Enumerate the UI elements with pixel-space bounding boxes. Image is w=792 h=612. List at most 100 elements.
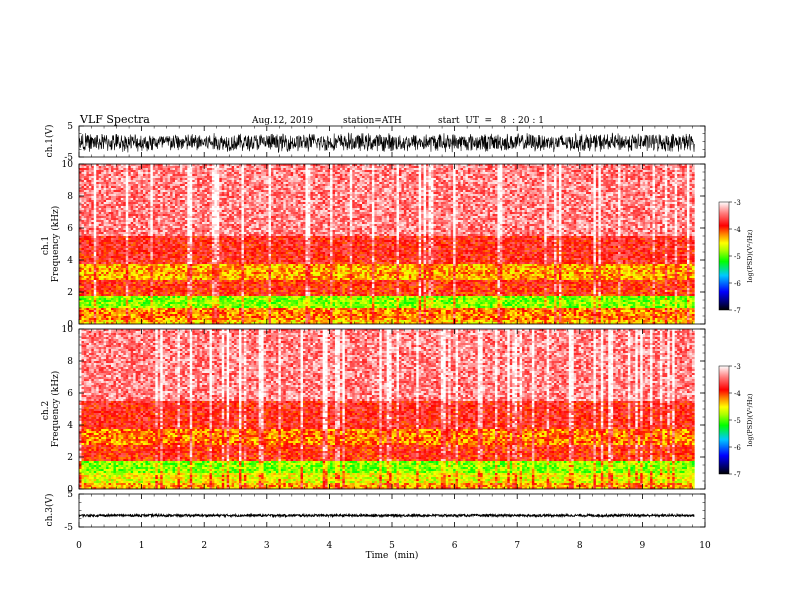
- spectrogram-cell: [150, 174, 153, 176]
- spectrogram-cell: [214, 186, 217, 188]
- spectrogram-cell: [456, 186, 459, 188]
- spectrogram-cell: [337, 198, 340, 200]
- spectrogram-cell: [431, 194, 434, 196]
- spectrogram-cell: [633, 178, 636, 180]
- spectrogram-cell: [106, 180, 109, 182]
- spectrogram-cell: [539, 202, 542, 204]
- spectrogram-cell: [473, 186, 476, 188]
- spectrogram-cell: [566, 176, 569, 178]
- spectrogram-cell: [261, 184, 264, 186]
- spectrogram-cell: [416, 186, 419, 188]
- spectrogram-cell: [557, 178, 560, 180]
- spectrogram-cell: [148, 174, 151, 176]
- spectrogram-cell: [675, 176, 678, 178]
- spectrogram-cell: [318, 176, 321, 178]
- spectrogram-cell: [389, 196, 392, 198]
- spectrogram-cell: [165, 196, 168, 198]
- spectrogram-cell: [584, 196, 587, 198]
- spectrogram-cell: [175, 192, 178, 194]
- spectrogram-cell: [340, 174, 343, 176]
- spectrogram-cell: [539, 176, 542, 178]
- spectrogram-cell: [611, 184, 614, 186]
- spectrogram-cell: [214, 196, 217, 198]
- spectrogram-cell: [520, 176, 523, 178]
- spectrogram-cell: [616, 200, 619, 202]
- spectrogram-cell: [606, 180, 609, 182]
- spectrogram-cell: [150, 194, 153, 196]
- spectrogram-cell: [79, 166, 82, 168]
- spectrogram-cell: [352, 188, 355, 190]
- spectrogram-cell: [468, 186, 471, 188]
- spectrogram-cell: [628, 196, 631, 198]
- spectrogram-cell: [662, 196, 665, 198]
- spectrogram-cell: [96, 170, 99, 172]
- spectrogram-cell: [205, 188, 208, 190]
- spectrogram-cell: [202, 200, 205, 202]
- spectrogram-cell: [488, 200, 491, 202]
- spectrogram-cell: [330, 184, 333, 186]
- spectrogram-cell: [438, 170, 441, 172]
- spectrogram-cell: [254, 178, 257, 180]
- spectrogram-cell: [276, 188, 279, 190]
- spectrogram-cell: [660, 174, 663, 176]
- spectrogram-cell: [554, 192, 557, 194]
- spectrogram-cell: [222, 186, 225, 188]
- spectrogram-cell: [212, 202, 215, 204]
- spectrogram-cell: [367, 200, 370, 202]
- spectrogram-cell: [618, 184, 621, 186]
- spectrogram-cell: [443, 170, 446, 172]
- spectrogram-cell: [249, 182, 252, 184]
- spectrogram-cell: [682, 190, 685, 192]
- spectrogram-cell: [630, 188, 633, 190]
- spectrogram-cell: [305, 176, 308, 178]
- spectrogram-cell: [672, 184, 675, 186]
- spectrogram-cell: [399, 198, 402, 200]
- spectrogram-cell: [591, 174, 594, 176]
- spectrogram-cell: [670, 168, 673, 170]
- spectrogram-cell: [488, 166, 491, 168]
- spectrogram-cell: [249, 202, 252, 204]
- spectrogram-cell: [372, 174, 375, 176]
- spectrogram-cell: [453, 172, 456, 174]
- spectrogram-cell: [458, 182, 461, 184]
- spectrogram-cell: [424, 184, 427, 186]
- spectrogram-cell: [399, 182, 402, 184]
- spectrogram-cell: [158, 186, 161, 188]
- spectrogram-cell: [118, 172, 121, 174]
- spectrogram-cell: [399, 176, 402, 178]
- spectrogram-cell: [109, 166, 112, 168]
- spectrogram-cell: [401, 182, 404, 184]
- spectrogram-cell: [557, 200, 560, 202]
- spectrogram-cell: [357, 172, 360, 174]
- spectrogram-cell: [261, 186, 264, 188]
- spectrogram-cell: [672, 186, 675, 188]
- spectrogram-cell: [269, 202, 272, 204]
- spectrogram-cell: [473, 180, 476, 182]
- spectrogram-cell: [197, 182, 200, 184]
- spectrogram-cell: [293, 190, 296, 192]
- spectrogram-cell: [522, 198, 525, 200]
- spectrogram-cell: [638, 180, 641, 182]
- spectrogram-cell: [131, 186, 134, 188]
- spectrogram-cell: [163, 182, 166, 184]
- spectrogram-cell: [308, 194, 311, 196]
- spectrogram-cell: [325, 188, 328, 190]
- spectrogram-cell: [205, 186, 208, 188]
- spectrogram-cell: [591, 182, 594, 184]
- spectrogram-cell: [497, 184, 500, 186]
- spectrogram-cell: [187, 172, 190, 174]
- spectrogram-cell: [574, 192, 577, 194]
- spectrogram-cell: [190, 196, 193, 198]
- spectrogram-cell: [552, 200, 555, 202]
- spectrogram-cell: [232, 178, 235, 180]
- spectrogram-cell: [497, 200, 500, 202]
- spectrogram-cell: [301, 192, 304, 194]
- spectrogram-cell: [628, 180, 631, 182]
- spectrogram-cell: [136, 180, 139, 182]
- spectrogram-cell: [217, 184, 220, 186]
- spectrogram-cell: [414, 168, 417, 170]
- spectrogram-cell: [662, 188, 665, 190]
- spectrogram-cell: [426, 196, 429, 198]
- spectrogram-cell: [153, 196, 156, 198]
- spectrogram-cell: [310, 178, 313, 180]
